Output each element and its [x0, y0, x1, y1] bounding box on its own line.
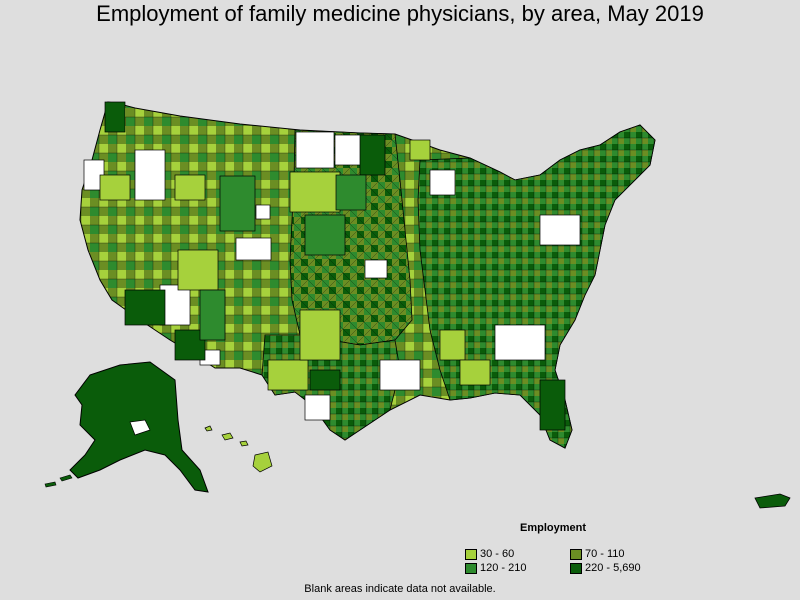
- legend-swatch: [465, 548, 477, 560]
- mid-employment-areas: [199, 174, 367, 341]
- no-data-areas: [83, 131, 581, 421]
- legend-swatch: [465, 562, 477, 574]
- legend-label: 220 - 5,690: [585, 562, 641, 574]
- hawaii-region: [204, 425, 273, 473]
- high-employment-areas: [104, 101, 566, 431]
- page-title: Employment of family medicine physicians…: [96, 1, 704, 26]
- legend-item-220-5690: 220 - 5,690: [570, 562, 641, 574]
- legend-swatch: [570, 562, 582, 574]
- legend-swatch: [570, 548, 582, 560]
- alaska-no-data: [129, 419, 151, 436]
- puerto-rico-region: [754, 493, 791, 509]
- low-employment-areas: [99, 139, 491, 391]
- legend-label: 120 - 210: [480, 562, 527, 574]
- data-note: Blank areas indicate data not available.: [304, 583, 496, 595]
- alaska-islands: [44, 474, 73, 488]
- legend-item-120-210: 120 - 210: [465, 562, 526, 574]
- legend-title: Employment: [520, 522, 587, 534]
- legend-label: 70 - 110: [585, 548, 625, 560]
- legend-item-30-60: 30 - 60: [465, 548, 514, 560]
- legend-item-70-110: 70 - 110: [570, 548, 625, 560]
- legend-label: 30 - 60: [480, 548, 515, 560]
